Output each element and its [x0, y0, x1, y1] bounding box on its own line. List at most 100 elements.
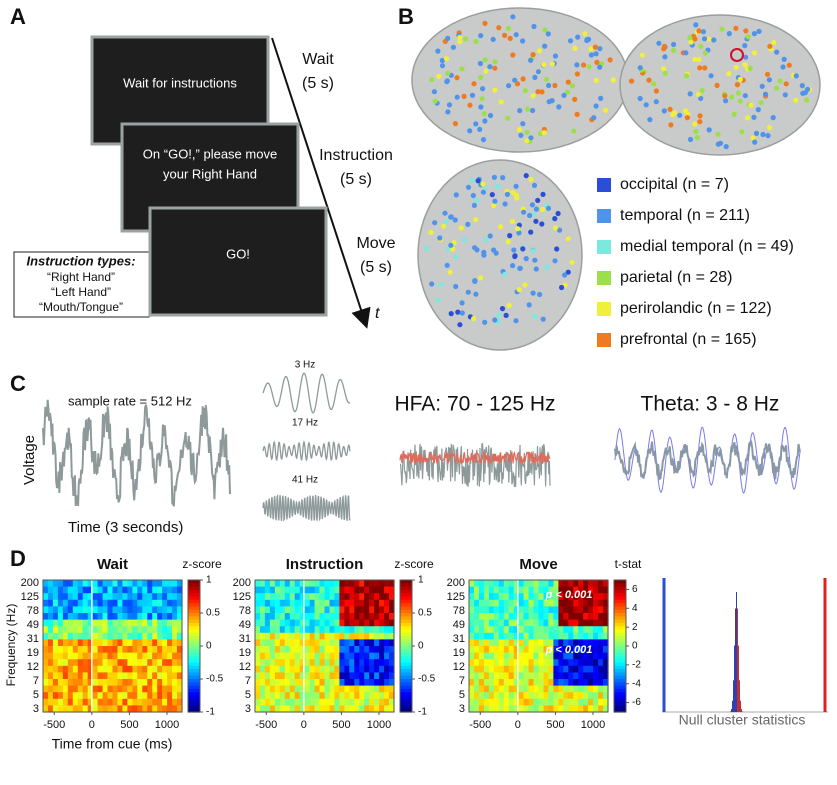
- electrode: [473, 121, 479, 127]
- heatmap-cell: [558, 632, 564, 640]
- heatmap-cell: [469, 685, 475, 693]
- heatmap-cell: [43, 679, 49, 687]
- heatmap-cell: [374, 593, 380, 601]
- heatmap-cell: [603, 626, 609, 634]
- heatmap-cell: [314, 593, 321, 601]
- heatmap-cell: [474, 593, 480, 601]
- heatmap-cell: [274, 652, 281, 660]
- heatmap-cell: [57, 646, 64, 654]
- heatmap-cell: [503, 692, 510, 700]
- electrode: [722, 93, 728, 99]
- heatmap-cell: [57, 619, 64, 627]
- colorbar-tick-label: 0: [632, 641, 638, 652]
- heatmap-cell: [354, 593, 360, 601]
- electrode: [646, 77, 652, 83]
- heatmap-cell: [269, 646, 276, 654]
- heatmap-cell: [374, 626, 380, 634]
- electrode: [758, 100, 764, 106]
- heatmap-cell: [147, 632, 153, 640]
- heatmap-cell: [603, 639, 609, 647]
- colorbar-cell: [614, 708, 626, 713]
- heatmap-cell: [122, 679, 128, 687]
- heatmap-cell: [329, 613, 336, 621]
- heatmap-cell: [264, 606, 271, 614]
- heatmap-cell: [563, 606, 569, 614]
- heatmap-cell: [62, 626, 69, 634]
- heatmap-cell: [578, 665, 584, 673]
- heatmap-cell: [137, 659, 143, 667]
- heatmap-cell: [389, 632, 395, 640]
- colorbar-cell: [614, 626, 626, 631]
- y-tick-label: 19: [27, 647, 39, 659]
- electrode: [526, 302, 532, 308]
- electrode: [453, 254, 459, 260]
- colorbar-tick-label: 2: [632, 622, 638, 633]
- electrode: [565, 269, 571, 275]
- heatmap-cell: [503, 705, 510, 713]
- heatmap-cell: [598, 599, 604, 607]
- heatmap-cell: [578, 613, 584, 621]
- heatmap-cell: [112, 698, 119, 706]
- heatmap-cell: [137, 632, 143, 640]
- instruction-item: “Left Hand”: [51, 285, 111, 299]
- electrode: [471, 202, 477, 208]
- electrode: [549, 98, 555, 104]
- heatmap-cell: [384, 619, 390, 627]
- heatmap-cell: [48, 705, 54, 713]
- heatmap-cell: [299, 685, 306, 693]
- heatmap-cell: [593, 626, 599, 634]
- heatmap-cell: [334, 626, 340, 634]
- heatmap-cell: [324, 580, 331, 588]
- colorbar-cell: [400, 636, 412, 640]
- heatmap-cell: [369, 586, 375, 594]
- heatmap-cell: [177, 632, 183, 640]
- heatmap-cell: [309, 665, 316, 673]
- heatmap-cell: [523, 679, 530, 687]
- heatmap-cell: [122, 626, 128, 634]
- heatmap-cell: [309, 698, 316, 706]
- heatmap-cell: [573, 606, 579, 614]
- heatmap-cell: [97, 659, 104, 667]
- colorbar-tick-label: -1: [418, 707, 427, 718]
- heatmap-cell: [147, 698, 153, 706]
- heatmap-cell: [274, 613, 281, 621]
- heatmap-cell: [289, 586, 296, 594]
- heatmap-cell: [543, 659, 550, 667]
- heatmap-cell: [349, 665, 355, 673]
- electrode: [586, 64, 592, 70]
- heatmap-cell: [57, 580, 64, 588]
- heatmap-cell: [62, 619, 69, 627]
- electrode: [435, 48, 441, 54]
- heatmap-cell: [304, 632, 311, 640]
- heatmap-cell: [77, 599, 84, 607]
- heatmap-cell: [384, 606, 390, 614]
- highlight-electrode: [730, 48, 744, 62]
- heatmap-cell: [498, 639, 505, 647]
- heatmap-cell: [503, 613, 510, 621]
- heatmap-cell: [52, 613, 59, 621]
- heatmap-cell: [578, 599, 584, 607]
- heatmap-cell: [603, 652, 609, 660]
- colorbar-cell: [614, 669, 626, 673]
- heatmap-cell: [344, 593, 350, 601]
- heatmap-cell: [478, 679, 485, 687]
- electrode: [753, 130, 760, 136]
- heatmap-cell: [354, 659, 360, 667]
- heatmap-cell: [157, 672, 163, 680]
- colorbar-cell: [614, 652, 626, 657]
- heatmap-cell: [279, 646, 286, 654]
- heatmap-cell: [52, 639, 59, 647]
- heatmap-cell: [314, 599, 321, 607]
- heatmap-cell: [359, 705, 365, 713]
- electrode: [694, 135, 700, 141]
- colorbar-tick-label: 0.5: [206, 608, 220, 619]
- electrode: [536, 48, 543, 54]
- heatmap-cell: [374, 619, 380, 627]
- heatmap-cell: [132, 698, 138, 706]
- heatmap-cell: [483, 599, 490, 607]
- heatmap-cell: [43, 586, 49, 594]
- heatmap-cell: [543, 599, 550, 607]
- electrode: [544, 76, 550, 82]
- heatmap-cell: [578, 698, 584, 706]
- heatmap-cell: [264, 679, 271, 687]
